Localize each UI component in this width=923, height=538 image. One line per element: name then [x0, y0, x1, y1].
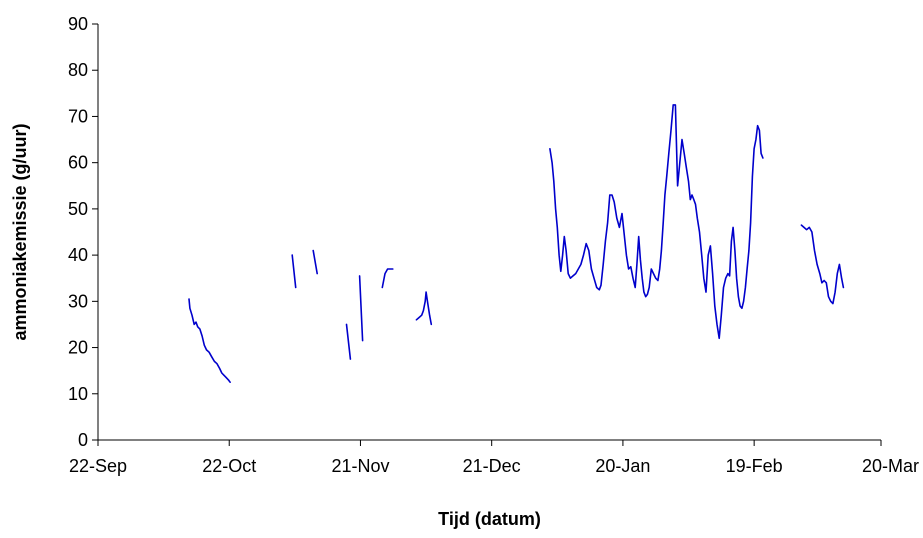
y-tick-label: 90 [68, 14, 88, 34]
y-tick-label: 10 [68, 384, 88, 404]
x-tick-label: 22-Sep [69, 456, 127, 476]
y-tick-label: 60 [68, 153, 88, 173]
series-segment [549, 104, 764, 340]
x-tick-label: 20-Mar [862, 456, 919, 476]
y-tick-label: 70 [68, 106, 88, 126]
emission-series [188, 104, 845, 384]
y-tick-label: 80 [68, 60, 88, 80]
x-tick-label: 22-Oct [202, 456, 256, 476]
series-segment [800, 224, 845, 305]
series-segment [415, 291, 433, 326]
series-segment [312, 249, 319, 275]
y-tick-label: 30 [68, 291, 88, 311]
y-axis-title: ammoniakemissie (g/uur) [10, 123, 30, 340]
y-tick-label: 50 [68, 199, 88, 219]
x-tick-label: 21-Nov [331, 456, 389, 476]
x-tick-label: 19-Feb [726, 456, 783, 476]
series-segment [358, 275, 364, 342]
x-tick-label: 21-Dec [463, 456, 521, 476]
x-axis-ticks: 22-Sep 22-Oct 21-Nov 21-Dec 20-Jan 19-Feb 20-M… [69, 440, 919, 476]
y-tick-label: 40 [68, 245, 88, 265]
series-segment [381, 268, 394, 289]
series-segment [291, 254, 297, 289]
series-segment [188, 298, 231, 384]
series-segment [345, 323, 352, 360]
y-axis-ticks: 0 10 20 30 40 50 60 70 80 90 [68, 14, 98, 450]
x-tick-label: 20-Jan [595, 456, 650, 476]
y-tick-label: 0 [78, 430, 88, 450]
plot-area: 0 10 20 30 40 50 60 70 80 90 22-Sep 22-Oct 21-Nov 21… [68, 14, 919, 476]
x-axis-title: Tijd (datum) [438, 509, 541, 529]
y-tick-label: 20 [68, 338, 88, 358]
